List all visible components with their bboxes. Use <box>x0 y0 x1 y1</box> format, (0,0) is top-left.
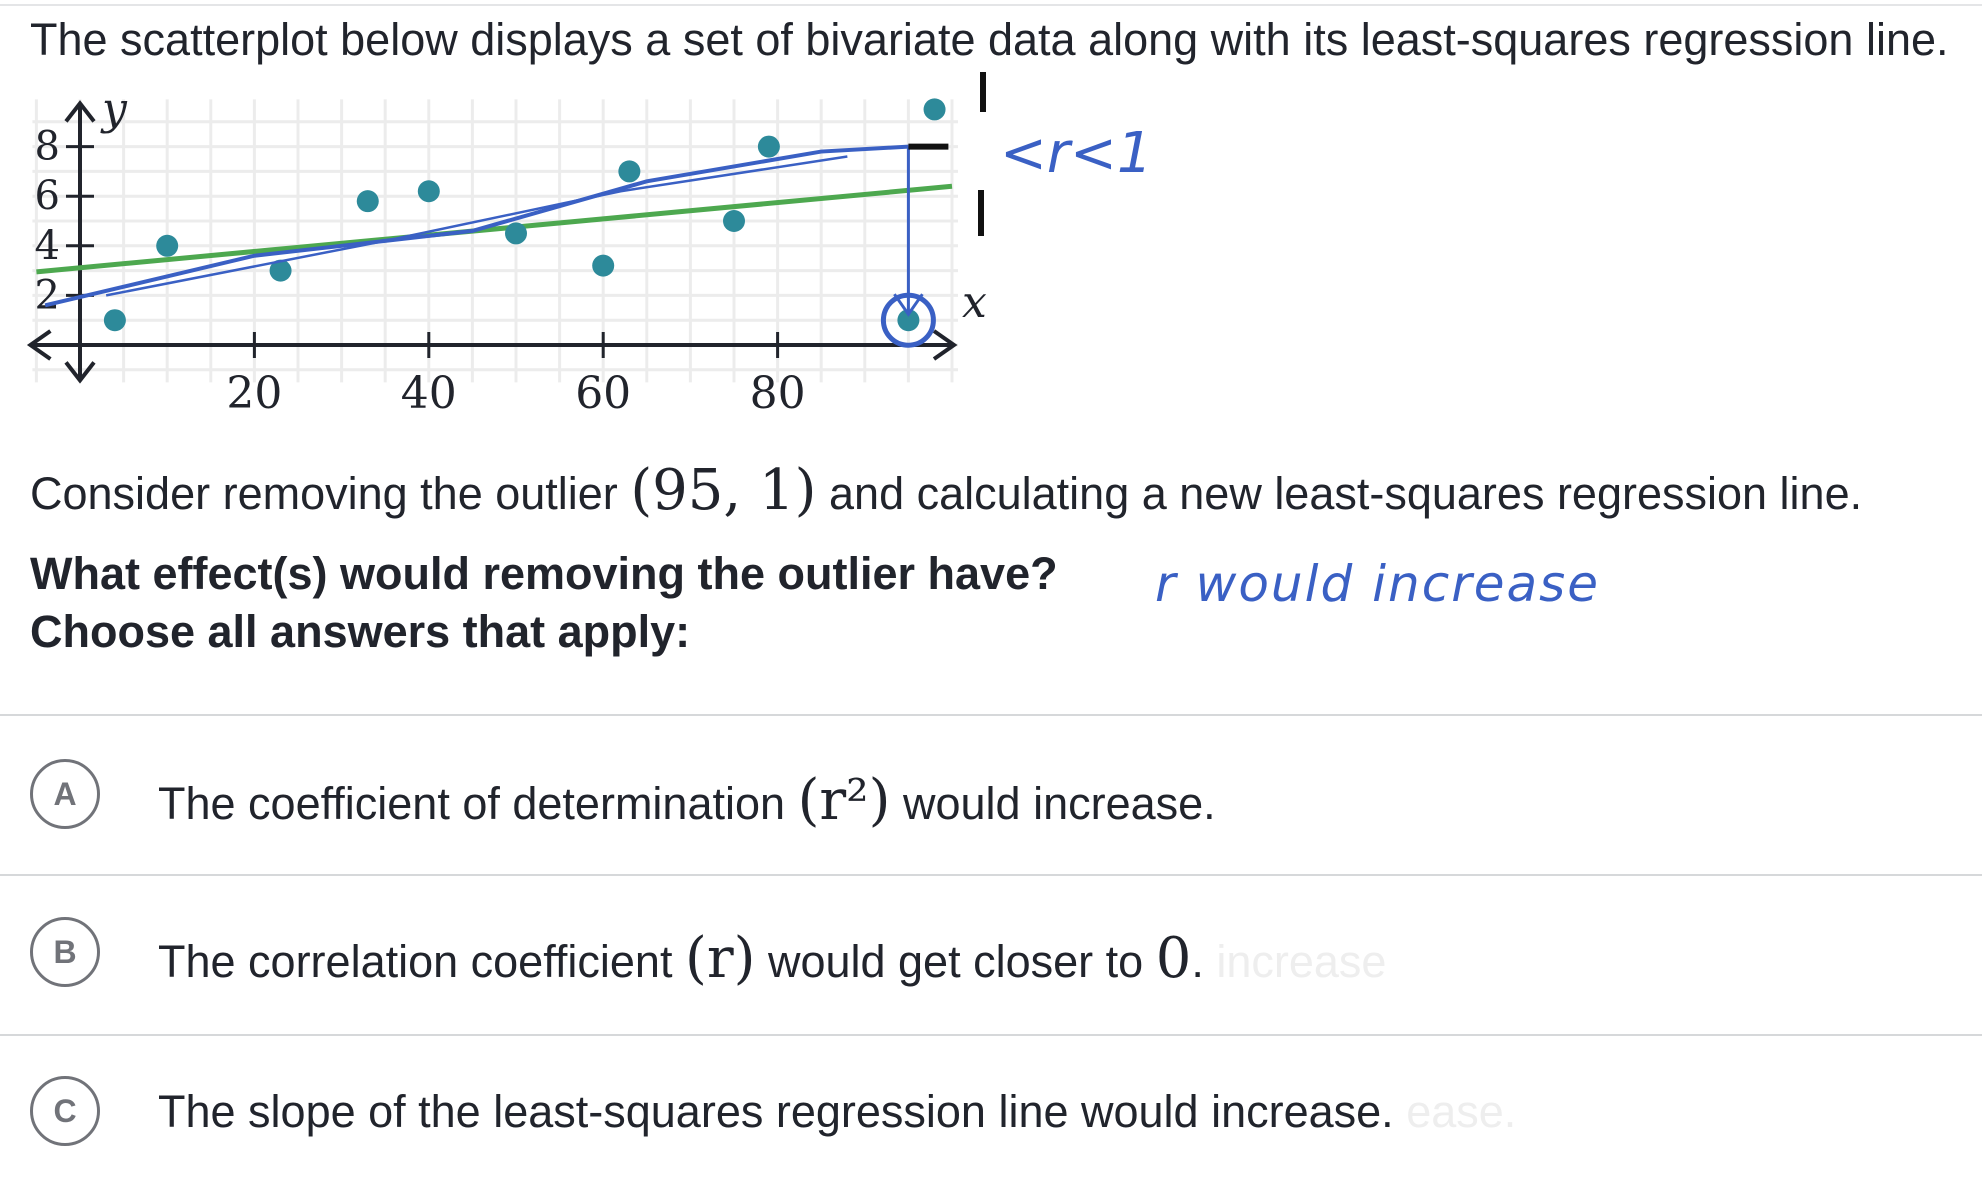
data-point <box>417 180 440 203</box>
hand-drawn-line <box>105 155 848 297</box>
data-point <box>723 210 745 232</box>
choice-c-before: The slope of the least-squares regressio… <box>158 1086 1394 1137</box>
data-point <box>618 160 641 183</box>
data-point <box>592 254 615 277</box>
choice-c-text: The slope of the least-squares regressio… <box>158 1086 1516 1138</box>
data-point <box>897 309 920 332</box>
choice-b-math: (r) <box>684 926 756 991</box>
x-tick-label: 60 <box>575 368 631 419</box>
y-tick-label: 2 <box>35 272 60 318</box>
instruction-line: Choose all answers that apply: <box>30 606 691 657</box>
choice-a-before: The coefficient of determination <box>158 778 786 829</box>
divider <box>0 714 1982 716</box>
x-tick-label: 20 <box>226 368 282 419</box>
choice-b-math-end: 0 <box>1155 926 1192 991</box>
y-axis-label: y <box>100 83 128 134</box>
data-point <box>757 135 780 158</box>
question-line: What effect(s) would removing the outlie… <box>30 548 1058 599</box>
consider-before: Consider removing the outlier <box>30 468 618 519</box>
x-tick-label: 80 <box>750 368 806 419</box>
y-tick-label: 4 <box>35 223 60 269</box>
consider-text: Consider removing the outlier (95, 1) an… <box>30 458 1862 523</box>
choice-a-after: would increase. <box>903 778 1216 829</box>
x-axis-arrow-left <box>26 329 52 361</box>
x-axis-arrow-right <box>932 329 958 361</box>
x-tick-label: 40 <box>401 368 457 419</box>
data-point <box>103 309 126 332</box>
choice-c[interactable]: C The slope of the least-squares regress… <box>0 1036 1982 1192</box>
handwritten-note: r would increase <box>1155 555 1600 613</box>
choice-a[interactable]: A The coefficient of determination (r²) … <box>0 716 1982 872</box>
choice-b-end: . <box>1191 936 1204 987</box>
data-point <box>269 259 292 282</box>
hand-drawn-arrowhead <box>893 293 924 317</box>
y-axis-arrow-down <box>64 361 96 384</box>
question-prompt: The scatterplot below displays a set of … <box>30 14 1949 65</box>
x-axis-label: x <box>962 277 987 328</box>
divider <box>0 1034 1982 1036</box>
data-point <box>505 222 527 245</box>
outlier-point-math: (95, 1) <box>630 458 817 523</box>
choice-a-letter: A <box>30 759 100 829</box>
hand-drawn-line <box>44 144 909 308</box>
choice-b-after: would get closer to <box>767 936 1144 987</box>
divider <box>0 874 1982 876</box>
data-point <box>156 234 179 257</box>
data-point <box>923 98 946 121</box>
handwritten-inequality: <r<1 <box>1000 121 1153 186</box>
choice-b-ghost-text: increase <box>1216 936 1387 987</box>
choice-a-text: The coefficient of determination (r²) wo… <box>158 768 1216 833</box>
choice-a-math: (r²) <box>797 768 891 833</box>
choice-b-before: The correlation coefficient <box>158 936 673 987</box>
regression-line <box>36 183 953 275</box>
top-divider <box>0 4 1982 6</box>
y-tick-label: 8 <box>35 124 60 170</box>
choice-b[interactable]: B The correlation coefficient (r) would … <box>0 876 1982 1032</box>
y-tick-label: 6 <box>35 173 60 219</box>
choice-c-letter: C <box>30 1076 100 1146</box>
consider-after: and calculating a new least-squares regr… <box>829 468 1863 519</box>
data-point <box>356 190 379 213</box>
y-axis-arrow-up <box>64 100 96 123</box>
choice-b-letter: B <box>30 917 100 987</box>
choice-c-ghost-text: ease. <box>1406 1086 1517 1137</box>
choice-b-text: The correlation coefficient (r) would ge… <box>158 926 1386 991</box>
